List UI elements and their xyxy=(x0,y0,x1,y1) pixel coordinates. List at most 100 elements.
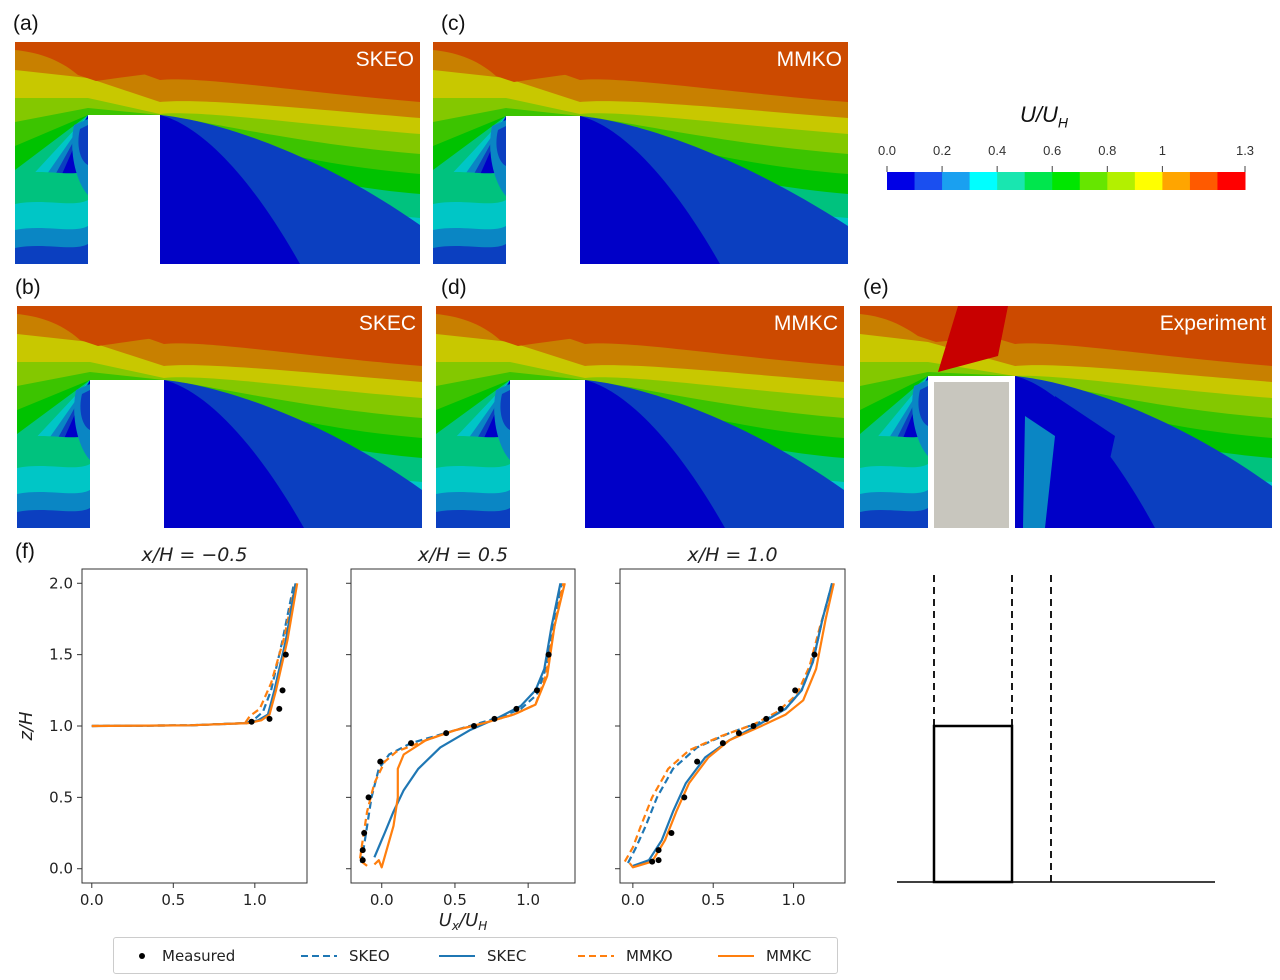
measured-point xyxy=(491,715,498,722)
y-axis-label: z/H xyxy=(16,711,37,742)
measured-point xyxy=(750,723,757,729)
colorbar-swatch xyxy=(942,172,971,190)
colorbar-swatch xyxy=(1079,172,1108,190)
x-tick-label: 0.5 xyxy=(701,891,725,909)
measured-point xyxy=(777,705,784,712)
building xyxy=(88,115,160,264)
measured-point xyxy=(279,687,286,694)
colorbar-swatch xyxy=(1107,172,1136,190)
legend-item-mmko: MMKO xyxy=(578,938,673,973)
x-tick-label: 0.0 xyxy=(621,891,645,909)
measured-point xyxy=(470,723,477,729)
series-line-skeo xyxy=(91,583,296,728)
panel-label-c: (c) xyxy=(441,12,466,35)
measured-point xyxy=(533,687,540,694)
measured-point xyxy=(655,847,662,854)
y-tick-label: 1.5 xyxy=(49,646,73,664)
series-line-skeo xyxy=(627,583,834,864)
measured-point xyxy=(719,740,726,747)
panel-label-f: (f) xyxy=(15,540,35,563)
measured-point xyxy=(694,758,701,765)
colorbar-swatch xyxy=(914,172,943,190)
series-line-skec xyxy=(373,583,562,858)
measured-point xyxy=(513,705,520,712)
model-tag: MMKC xyxy=(773,312,838,335)
colorbar-swatch xyxy=(1024,172,1053,190)
legend-item-measured: Measured xyxy=(134,938,235,973)
series-line-mmkc xyxy=(373,583,566,869)
model-tag: SKEC xyxy=(358,312,416,335)
colorbar-swatch xyxy=(997,172,1026,190)
panel-label-d: (d) xyxy=(441,276,467,299)
measured-point xyxy=(668,830,675,837)
dashed-line-icon xyxy=(578,954,614,957)
contour-panel-skeo: SKEO xyxy=(15,42,420,264)
panel-label-e: (e) xyxy=(863,276,889,299)
colorbar-swatch xyxy=(1134,172,1163,190)
colorbar-swatch xyxy=(887,172,916,190)
x-tick-label: 0.5 xyxy=(443,891,467,909)
y-tick-label: 1.0 xyxy=(49,717,73,735)
model-tag: MMKO xyxy=(776,48,842,71)
legend-item-mmkc: MMKC xyxy=(718,938,811,973)
series-line-skeo xyxy=(360,583,563,864)
plot-title: x/H = 1.0 xyxy=(686,544,777,566)
colorbar-tick-label: 0.6 xyxy=(1043,143,1062,158)
measured-point xyxy=(365,794,372,801)
series-line-skec xyxy=(632,583,834,867)
series-line-mmko xyxy=(91,583,297,728)
plot-title: x/H = −0.5 xyxy=(140,544,247,566)
plot-title: x/H = 0.5 xyxy=(417,544,508,566)
model-tag: SKEO xyxy=(355,48,414,71)
y-tick-label: 0.5 xyxy=(49,788,73,806)
building xyxy=(510,380,585,528)
colorbar-tick-label: 1 xyxy=(1158,143,1166,158)
profile-plot-2: x/H = 0.5 0.0 0.5 1.0 xyxy=(346,544,576,909)
building xyxy=(90,380,164,528)
colorbar-swatch xyxy=(1189,172,1218,190)
model-tag: Experiment xyxy=(1159,312,1266,335)
panel-label-b: (b) xyxy=(15,276,41,299)
contour-panel-mmkc: MMKC xyxy=(436,306,844,528)
series-line-mmko xyxy=(358,583,565,867)
building xyxy=(506,116,580,264)
colorbar-swatch xyxy=(1162,172,1191,190)
dashed-line-icon xyxy=(301,954,337,957)
measured-point xyxy=(276,705,283,712)
legend-item-skec: SKEC xyxy=(439,938,526,973)
legend: Measured SKEO SKEC MMKO MMKC xyxy=(113,937,838,974)
x-tick-label: 0.0 xyxy=(370,891,394,909)
x-tick-label: 1.0 xyxy=(516,891,540,909)
profile-plot-1: x/H = −0.5 0.0 0.5 1.0 0.0 0.5 1.0 1.5 2.0 z/H xyxy=(16,544,308,909)
colorbar-tick-label: 0.0 xyxy=(877,143,897,158)
contour-panel-mmko: MMKO xyxy=(433,42,848,264)
contour-panel-skec: SKEC xyxy=(17,306,422,528)
measured-point xyxy=(282,651,289,658)
y-tick-label: 0.0 xyxy=(49,860,73,878)
series-line-mmkc xyxy=(628,583,835,869)
measured-point xyxy=(359,847,366,854)
measured-point xyxy=(443,730,450,737)
measured-point xyxy=(649,858,656,865)
colorbar-swatch xyxy=(1217,172,1246,190)
panel-label-a: (a) xyxy=(13,12,39,35)
measured-point xyxy=(266,715,273,722)
measured-point xyxy=(248,718,255,725)
contour-panel-experiment: Experiment xyxy=(860,306,1272,528)
legend-item-skeo: SKEO xyxy=(301,938,390,973)
x-tick-label: 1.0 xyxy=(243,891,267,909)
colorbar-swatch xyxy=(1052,172,1081,190)
solid-line-icon xyxy=(718,954,754,957)
x-axis-label: Ux/UH xyxy=(439,910,488,933)
series-line-mmko xyxy=(623,582,835,863)
colorbar xyxy=(886,166,1246,190)
colorbar-tick-label: 0.4 xyxy=(988,143,1007,158)
colorbar-tick-label: 1.3 xyxy=(1235,143,1255,158)
measured-point xyxy=(655,857,662,864)
solid-line-icon xyxy=(439,954,475,957)
measured-point xyxy=(681,794,688,801)
building-outline xyxy=(932,724,1014,884)
measured-point xyxy=(377,758,384,765)
measurement-schematic xyxy=(897,575,1215,884)
measured-point xyxy=(735,730,742,737)
